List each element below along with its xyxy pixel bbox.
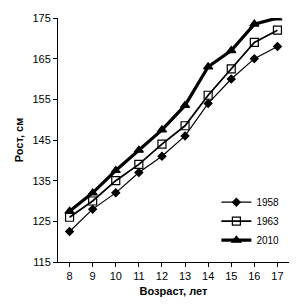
svg-text:165: 165 bbox=[32, 53, 50, 65]
svg-text:115: 115 bbox=[33, 256, 51, 268]
svg-text:1963: 1963 bbox=[256, 216, 279, 227]
svg-text:14: 14 bbox=[202, 270, 214, 282]
svg-text:2010: 2010 bbox=[256, 235, 279, 246]
svg-text:16: 16 bbox=[248, 270, 260, 282]
svg-text:1958: 1958 bbox=[256, 197, 279, 208]
svg-text:15: 15 bbox=[225, 270, 237, 282]
svg-text:175: 175 bbox=[32, 12, 50, 24]
svg-text:145: 145 bbox=[32, 134, 50, 146]
svg-text:155: 155 bbox=[32, 93, 50, 105]
svg-text:9: 9 bbox=[90, 270, 96, 282]
svg-text:10: 10 bbox=[110, 270, 122, 282]
svg-text:13: 13 bbox=[179, 270, 191, 282]
svg-text:125: 125 bbox=[32, 215, 50, 227]
svg-text:8: 8 bbox=[66, 270, 72, 282]
svg-text:17: 17 bbox=[271, 270, 283, 282]
svg-text:Рост, см: Рост, см bbox=[13, 118, 25, 163]
svg-text:Возраст, лет: Возраст, лет bbox=[140, 285, 208, 297]
svg-text:135: 135 bbox=[32, 175, 50, 187]
svg-text:11: 11 bbox=[133, 270, 144, 282]
svg-text:12: 12 bbox=[156, 270, 168, 282]
